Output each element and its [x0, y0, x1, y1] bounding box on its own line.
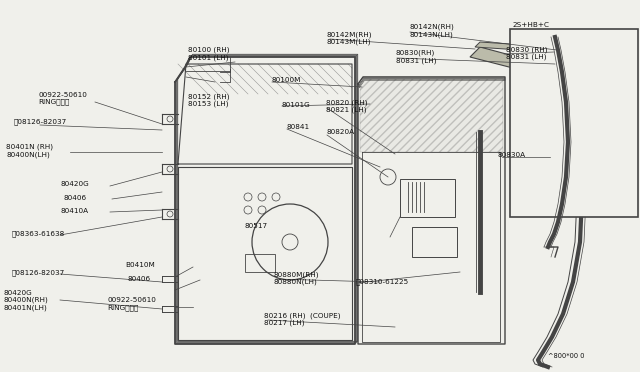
Text: 80830A: 80830A — [498, 153, 526, 158]
Text: 80142N(RH)
80143N(LH): 80142N(RH) 80143N(LH) — [410, 24, 454, 38]
Text: 80517: 80517 — [244, 223, 268, 229]
Text: 80406: 80406 — [128, 276, 151, 282]
Text: 80152 (RH)
80153 (LH): 80152 (RH) 80153 (LH) — [188, 93, 229, 108]
Text: 80420G
80400N(RH)
80401N(LH): 80420G 80400N(RH) 80401N(LH) — [3, 290, 48, 311]
Bar — [245, 254, 275, 272]
Text: ^800*00 0: ^800*00 0 — [548, 353, 584, 359]
Text: 00922-50610
RINGリング: 00922-50610 RINGリング — [38, 92, 87, 105]
Polygon shape — [475, 42, 555, 52]
Text: Ⓝ08310-61225: Ⓝ08310-61225 — [356, 279, 409, 285]
Text: 80100M: 80100M — [272, 77, 301, 83]
Text: 80101G: 80101G — [282, 102, 310, 108]
Polygon shape — [360, 79, 503, 152]
Text: 80880M(RH)
80880N(LH): 80880M(RH) 80880N(LH) — [274, 271, 319, 285]
Text: 80406: 80406 — [64, 195, 87, 201]
Text: 80841: 80841 — [287, 124, 310, 130]
Text: 80830 (RH)
80831 (LH): 80830 (RH) 80831 (LH) — [506, 46, 547, 60]
Bar — [400, 179, 455, 217]
Text: Ⓑ08126-82037: Ⓑ08126-82037 — [12, 269, 65, 276]
Text: 80100 (RH)
80101 (LH): 80100 (RH) 80101 (LH) — [188, 47, 229, 61]
Text: 80401N (RH)
80400N(LH): 80401N (RH) 80400N(LH) — [6, 144, 53, 158]
Text: 80820A: 80820A — [326, 129, 355, 135]
Text: B0410M: B0410M — [125, 262, 154, 268]
Bar — [510, 29, 638, 217]
Text: 00922-50610
RINGリング: 00922-50610 RINGリング — [108, 298, 156, 311]
Text: 80142M(RH)
80143M(LH): 80142M(RH) 80143M(LH) — [326, 31, 372, 45]
Text: 80410A: 80410A — [61, 208, 89, 214]
Bar — [412, 227, 457, 257]
Text: 80830(RH)
80831 (LH): 80830(RH) 80831 (LH) — [396, 49, 436, 64]
Text: Ⓑ08126-82037: Ⓑ08126-82037 — [14, 118, 67, 125]
Polygon shape — [470, 47, 555, 77]
Text: 2S+HB+C: 2S+HB+C — [512, 22, 549, 28]
Text: Ⓝ08363-61638: Ⓝ08363-61638 — [12, 230, 65, 237]
Text: 80216 (RH)  (COUPE)
80217 (LH): 80216 (RH) (COUPE) 80217 (LH) — [264, 312, 340, 326]
Text: 80820 (RH)
80821 (LH): 80820 (RH) 80821 (LH) — [326, 99, 368, 113]
Text: 80420G: 80420G — [61, 181, 90, 187]
